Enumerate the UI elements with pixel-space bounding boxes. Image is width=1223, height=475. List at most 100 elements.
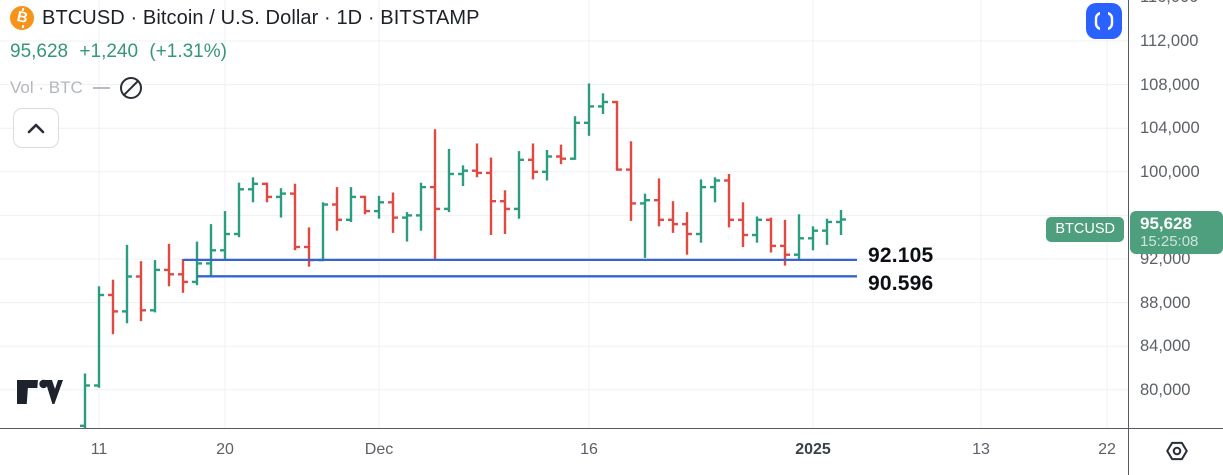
level-price-label: 92.105 bbox=[868, 243, 934, 267]
ohlc-bar bbox=[710, 177, 720, 203]
ohlc-bar bbox=[206, 224, 216, 277]
ohlc-bar bbox=[388, 192, 398, 233]
ohlc-bar bbox=[752, 216, 762, 243]
price-axis-label: 92,000 bbox=[1140, 250, 1191, 268]
price-axis-label: 88,000 bbox=[1140, 293, 1191, 312]
ohlc-bar bbox=[234, 182, 244, 238]
ohlc-bar bbox=[668, 201, 678, 233]
ohlc-bar bbox=[402, 212, 412, 242]
price-chart[interactable] bbox=[0, 0, 1128, 428]
ohlc-bar bbox=[528, 143, 538, 180]
ohlc-bar bbox=[626, 141, 636, 221]
ohlc-bar bbox=[374, 195, 384, 219]
ohlc-bar bbox=[738, 202, 748, 247]
time-axis-label: 16 bbox=[580, 441, 598, 458]
ohlc-bar bbox=[514, 151, 524, 219]
ohlc-bar bbox=[360, 195, 370, 215]
ohlc-bar bbox=[108, 279, 118, 335]
collapse-legend-button[interactable] bbox=[13, 108, 59, 148]
ohlc-bar bbox=[164, 243, 174, 287]
time-axis-label: 11 bbox=[90, 441, 108, 458]
ohlc-bar bbox=[416, 182, 426, 231]
ohlc-bar bbox=[542, 150, 552, 181]
ohlc-bar bbox=[654, 178, 664, 227]
price-axis-label: 100,000 bbox=[1140, 162, 1200, 181]
ohlc-bar bbox=[500, 190, 510, 234]
price-axis-label: 108,000 bbox=[1140, 75, 1200, 94]
ohlc-bar bbox=[696, 179, 706, 243]
quote-row: 95,628 +1,240 (+1.31%) bbox=[10, 41, 480, 63]
time-axis-label: 2025 bbox=[795, 441, 831, 458]
axis-settings-icon[interactable] bbox=[1164, 438, 1190, 469]
time-axis-border bbox=[0, 428, 1223, 429]
chart-canvas[interactable] bbox=[0, 0, 1128, 428]
tradingview-logo[interactable] bbox=[15, 379, 63, 410]
ohlc-bar bbox=[472, 143, 482, 178]
eye-off-icon[interactable] bbox=[116, 73, 146, 103]
ohlc-bar bbox=[220, 211, 230, 261]
bitcoin-icon: B bbox=[10, 6, 34, 30]
ohlc-bar bbox=[556, 144, 566, 165]
ohlc-bar bbox=[332, 187, 342, 231]
price-axis-label: 104,000 bbox=[1140, 119, 1200, 138]
ohlc-bar bbox=[136, 261, 146, 322]
ohlc-bar bbox=[724, 174, 734, 228]
time-axis-label: Dec bbox=[364, 441, 394, 458]
symbol-title[interactable]: BTCUSD · Bitcoin / U.S. Dollar · 1D · BI… bbox=[42, 6, 480, 29]
ohlc-bar bbox=[248, 177, 258, 203]
ohlc-bar bbox=[808, 226, 818, 251]
ohlc-bar bbox=[192, 241, 202, 286]
chart-legend: B BTCUSD · Bitcoin / U.S. Dollar · 1D · … bbox=[10, 4, 480, 103]
price-axis-label: 84,000 bbox=[1140, 337, 1191, 356]
ohlc-bar bbox=[780, 219, 790, 266]
time-axis[interactable]: 11 20 Dec 16 2025 13 22 bbox=[0, 429, 1128, 475]
badge-countdown: 15:25:08 bbox=[1140, 232, 1199, 250]
ohlc-bar bbox=[262, 182, 272, 203]
ohlc-bar bbox=[682, 212, 692, 255]
level-price-label: 90.596 bbox=[868, 272, 934, 296]
ohlc-bar bbox=[318, 202, 328, 262]
ohlc-bar bbox=[276, 188, 286, 218]
price-change-percent: (+1.31%) bbox=[149, 41, 227, 62]
ohlc-bar bbox=[94, 286, 104, 388]
ohlc-bar bbox=[612, 100, 622, 171]
ohlc-bar bbox=[430, 129, 440, 261]
ohlc-bar bbox=[486, 157, 496, 235]
price-axis-label: 116,000 bbox=[1140, 0, 1198, 7]
ohlc-bar bbox=[766, 217, 776, 253]
badge-price: 95,628 bbox=[1140, 213, 1192, 233]
last-price: 95,628 bbox=[10, 41, 69, 62]
ohlc-bar bbox=[458, 165, 468, 186]
screenshot-icon bbox=[1094, 11, 1114, 31]
ohlc-bars bbox=[80, 83, 846, 428]
volume-row: Vol · BTC bbox=[10, 73, 480, 103]
ohlc-bar bbox=[598, 93, 608, 114]
price-change: +1,240 bbox=[79, 41, 139, 62]
ohlc-bar bbox=[346, 187, 356, 222]
grid-lines bbox=[0, 0, 1128, 428]
symbol-price-tag: BTCUSD bbox=[1046, 216, 1124, 242]
ohlc-bar bbox=[822, 218, 832, 245]
ohlc-bar bbox=[570, 116, 580, 160]
price-axis-border bbox=[1128, 0, 1129, 475]
current-price-badge: 95,628 15:25:08 bbox=[1130, 210, 1223, 254]
ohlc-bar bbox=[640, 193, 650, 258]
price-level-lines[interactable] bbox=[183, 258, 857, 278]
volume-label: Vol · BTC bbox=[10, 78, 83, 97]
time-axis-label: 20 bbox=[216, 441, 234, 458]
ohlc-bar bbox=[444, 148, 454, 213]
ohlc-bar bbox=[80, 373, 90, 428]
screenshot-button[interactable] bbox=[1086, 3, 1122, 39]
chevron-up-icon bbox=[27, 123, 45, 134]
ohlc-bar bbox=[836, 210, 846, 235]
ohlc-bar bbox=[290, 183, 300, 251]
time-axis-label: 22 bbox=[1098, 441, 1116, 458]
ohlc-bar bbox=[122, 244, 132, 324]
legend-dash bbox=[92, 87, 110, 89]
time-axis-label: 13 bbox=[972, 441, 990, 458]
ohlc-bar bbox=[584, 83, 594, 136]
ohlc-bar bbox=[178, 259, 188, 293]
ohlc-bar bbox=[150, 260, 160, 313]
ohlc-bar bbox=[794, 214, 804, 261]
